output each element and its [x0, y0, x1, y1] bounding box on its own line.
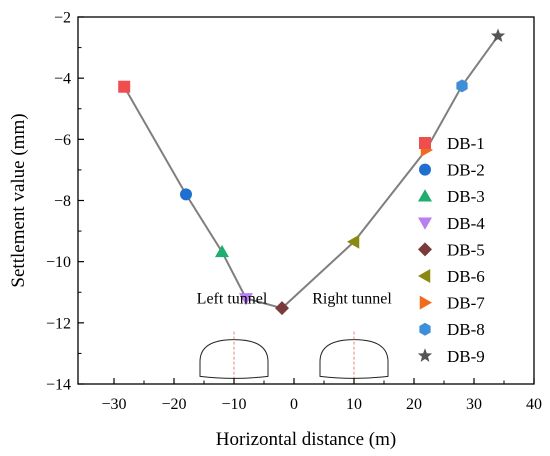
- legend-marker-db-4: [418, 217, 432, 230]
- legend-label: DB-2: [447, 161, 485, 180]
- marker-db-9: [490, 28, 506, 43]
- y-tick-label: −12: [46, 315, 71, 332]
- y-tick-label: −14: [46, 377, 71, 394]
- legend-label: DB-7: [447, 294, 485, 313]
- legend-label: DB-6: [447, 267, 485, 286]
- marker-db-1: [118, 80, 131, 93]
- legend-marker-db-6: [418, 269, 431, 283]
- legend-label: DB-5: [447, 240, 485, 259]
- legend-marker-db-2: [419, 163, 431, 176]
- legend-label: DB-9: [447, 347, 485, 366]
- x-tick-label: 20: [406, 396, 422, 413]
- series-line: [123, 35, 499, 310]
- settlement-line: [123, 35, 499, 310]
- x-axis-title: Horizontal distance (m): [216, 429, 396, 450]
- legend-marker-db-7: [419, 295, 432, 310]
- y-tick-label: −4: [54, 71, 71, 88]
- legend-label: DB-4: [447, 214, 485, 233]
- x-tick-label: 10: [346, 396, 362, 413]
- marker-db-2: [180, 188, 192, 201]
- legend: DB-1 DB-2 DB-3 DB-4 DB-5 DB-6 DB-7 DB-8 DB-9: [417, 134, 485, 366]
- legend-marker-db-9: [417, 348, 433, 362]
- legend-marker-db-8: [419, 322, 431, 336]
- tunnel-label: Right tunnel: [312, 290, 392, 307]
- legend-label: DB-3: [447, 187, 485, 206]
- x-tick-label: −30: [101, 396, 126, 413]
- marker-db-3: [215, 244, 229, 258]
- y-tick-label: −8: [54, 193, 71, 210]
- legend-label: DB-8: [447, 320, 485, 339]
- legend-marker-db-3: [418, 189, 432, 202]
- y-tick-label: −10: [46, 254, 71, 271]
- y-tick-label: −6: [54, 132, 71, 149]
- marker-db-6: [347, 234, 360, 249]
- tunnel-label: Left tunnel: [197, 290, 268, 307]
- y-tick-label: −2: [54, 10, 71, 27]
- tunnel-labels: Left tunnel Right tunnel: [197, 290, 393, 307]
- marker-db-5: [275, 301, 289, 316]
- tunnel-sketches: [199, 331, 389, 383]
- data-markers: [118, 28, 506, 316]
- x-tick-label: 0: [290, 396, 298, 413]
- x-tick-label: −20: [161, 396, 186, 413]
- marker-db-4: [239, 293, 253, 306]
- y-axis-ticks: −14 −12 −10 −8 −6 −4 −2: [46, 10, 84, 394]
- x-tick-label: 30: [466, 396, 482, 413]
- legend-marker-db-5: [418, 242, 432, 257]
- legend-label: DB-1: [447, 134, 485, 153]
- x-tick-label: 40: [526, 396, 542, 413]
- x-axis-ticks: −30 −20 −10 0 10 20 30 40: [101, 378, 542, 413]
- marker-db-8: [456, 79, 468, 93]
- x-tick-label: −10: [221, 396, 246, 413]
- y-axis-title: Settlement value (mm): [8, 113, 29, 287]
- legend-marker-db-1: [419, 137, 431, 149]
